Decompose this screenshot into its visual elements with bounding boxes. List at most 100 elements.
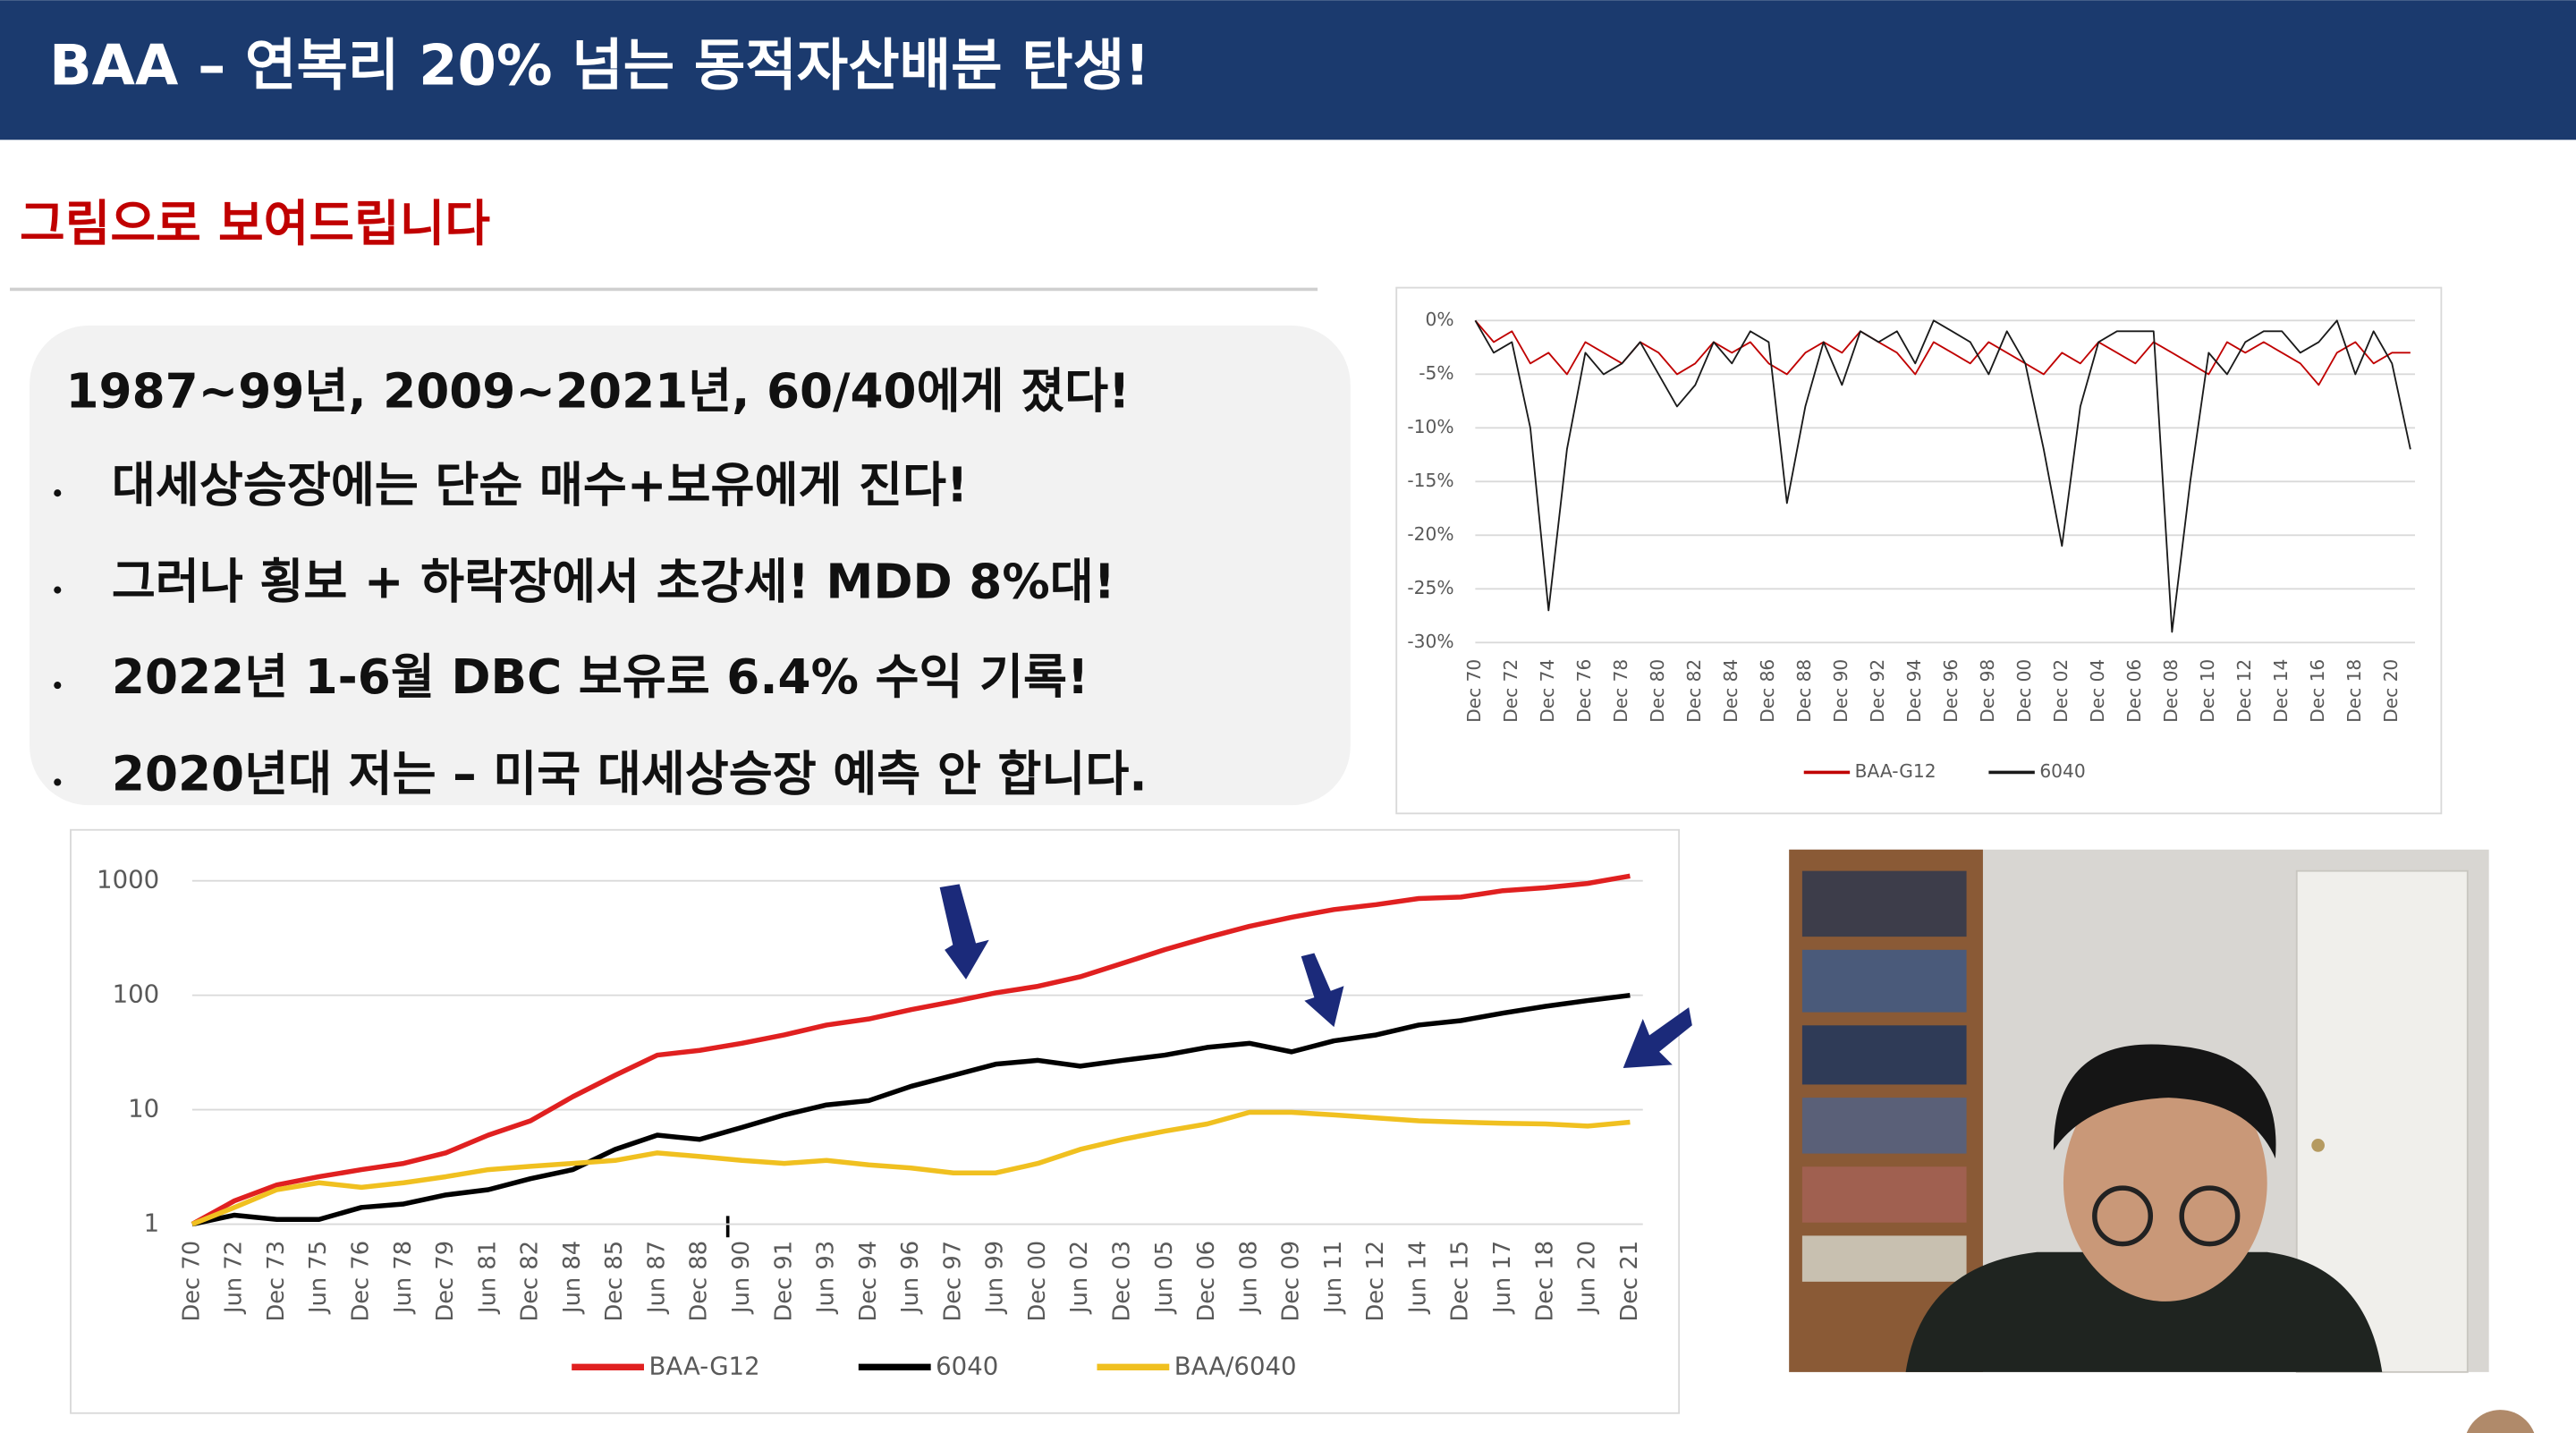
x-tick-label: Dec 10: [2197, 659, 2218, 723]
x-tick-label: Dec 88: [1793, 659, 1815, 723]
x-tick-label: Jun 99: [982, 1241, 1009, 1315]
y-tick-label: -5%: [1419, 362, 1453, 384]
person-body: [1905, 1251, 2383, 1372]
legend-label: 6040: [2039, 760, 2085, 782]
x-tick-label: Dec 76: [1573, 659, 1595, 723]
x-tick-label: Dec 00: [2013, 659, 2035, 723]
webcam: [1789, 849, 2489, 1373]
x-tick-label: Dec 12: [2233, 659, 2255, 723]
annotation-arrows: [939, 884, 1692, 1069]
x-tick-label: Dec 18: [1531, 1241, 1558, 1322]
x-tick-label: Jun 02: [1066, 1241, 1093, 1315]
x-tick-label: Dec 02: [2050, 659, 2072, 723]
x-tick-label: Jun 96: [897, 1241, 924, 1315]
x-tick-label: Dec 03: [1109, 1241, 1136, 1322]
person-hair: [2053, 1044, 2276, 1159]
x-tick-label: Jun 05: [1151, 1241, 1178, 1315]
x-tick-label: Dec 94: [855, 1241, 882, 1322]
x-tick-label: Dec 14: [2270, 659, 2292, 723]
bullet: 그러나 횡보 + 하락장에서 초강세! MDD 8%대!: [112, 555, 1115, 610]
data-line: [1474, 319, 2411, 633]
x-tick-label: Dec 80: [1647, 659, 1668, 723]
x-tick-label: Jun 75: [305, 1241, 332, 1315]
x-tick-label: Jun 81: [474, 1241, 501, 1315]
x-tick-label: Dec 90: [1830, 659, 1852, 723]
subtitle: 그림으로 보여드립니다: [20, 195, 490, 252]
glasses: [2092, 1185, 2154, 1247]
bullet-dot: [54, 778, 62, 786]
y-tick-label: 0%: [1425, 309, 1453, 330]
arrow: [939, 884, 989, 979]
x-tick-label: Dec 04: [2087, 659, 2108, 723]
x-tick-label: Dec 82: [1683, 659, 1705, 723]
y-tick-label: -20%: [1407, 523, 1453, 545]
x-tick-label: Dec 85: [601, 1241, 628, 1322]
y-tick-label: 100: [113, 980, 160, 1009]
x-tick-label: Dec 12: [1362, 1241, 1389, 1322]
legend-label: BAA-G12: [1855, 760, 1936, 782]
header-bar: [0, 0, 2576, 140]
x-tick-label: Jun 11: [1320, 1241, 1347, 1315]
y-tick-label: 10: [128, 1095, 159, 1124]
header-title: BAA – 연복리 20% 넘는 동적자산배분 탄생!: [49, 32, 1150, 98]
x-tick-label: Dec 06: [2123, 659, 2145, 723]
x-tick-label: Jun 72: [221, 1241, 248, 1315]
x-tick-label: Jun 08: [1235, 1241, 1262, 1315]
x-tick-label: Dec 94: [1903, 659, 1925, 723]
bullet-dot: [54, 586, 62, 594]
x-tick-label: Jun 93: [813, 1241, 840, 1315]
y-tick-label: 1000: [97, 866, 159, 895]
books: [1801, 870, 1967, 937]
x-tick-label: Dec 76: [348, 1241, 375, 1322]
x-tick-label: Dec 74: [1537, 659, 1558, 723]
x-tick-label: Dec 79: [432, 1241, 459, 1322]
x-tick-label: Dec 96: [1940, 659, 1962, 723]
callout-heading: 1987~99년, 2009~2021년, 60/40에게 졌다!: [65, 364, 1130, 420]
bullet: 대세상승장에는 단순 매수+보유에게 진다!: [112, 457, 968, 513]
x-tick-label: Dec 86: [1757, 659, 1778, 723]
bullet-dot: [54, 489, 62, 497]
chart-frame: [1395, 286, 2443, 815]
x-tick-label: Dec 72: [1500, 659, 1521, 723]
x-tick-label: Jun 78: [390, 1241, 417, 1315]
x-tick-label: Dec 78: [1610, 659, 1631, 723]
door: [2295, 869, 2469, 1373]
x-tick-label: Dec 82: [517, 1241, 544, 1322]
books: [1801, 949, 1967, 1013]
books: [1801, 1098, 1967, 1154]
bullet: 2022년 1-6월 DBC 보유로 6.4% 수익 기록!: [112, 649, 1089, 705]
x-tick-label: Dec 06: [1193, 1241, 1220, 1322]
x-tick-label: Dec 97: [939, 1241, 966, 1322]
arrow: [1301, 953, 1344, 1028]
x-tick-label: Dec 21: [1616, 1241, 1643, 1322]
x-tick-label: Dec 00: [1024, 1241, 1051, 1322]
x-tick-label: Dec 18: [2343, 659, 2365, 723]
x-tick-label: Dec 16: [2307, 659, 2328, 723]
legend-label: 6040: [936, 1352, 998, 1380]
x-tick-label: Jun 17: [1489, 1241, 1516, 1315]
bullet: 2020년대 저는 – 미국 대세상승장 예측 안 합니다.: [112, 747, 1148, 802]
x-tick-label: Dec 88: [686, 1241, 713, 1322]
data-line: [191, 1109, 1631, 1227]
legend-label: BAA-G12: [649, 1352, 760, 1380]
door-knob: [2311, 1139, 2325, 1152]
x-tick-label: Dec 91: [770, 1241, 797, 1322]
x-tick-label: Jun 20: [1574, 1241, 1601, 1315]
x-tick-label: Jun 87: [643, 1241, 670, 1315]
callout-box: [30, 325, 1351, 806]
x-tick-label: Dec 70: [1463, 659, 1485, 723]
y-tick-label: -30%: [1407, 631, 1453, 652]
y-tick-label: -15%: [1407, 470, 1453, 491]
x-tick-label: Jun 14: [1404, 1241, 1431, 1315]
x-tick-label: Dec 98: [1977, 659, 1998, 723]
x-tick-label: Dec 15: [1447, 1241, 1474, 1322]
legend-label: BAA/6040: [1174, 1352, 1297, 1380]
x-tick-label: Jun 90: [728, 1241, 755, 1315]
x-tick-label: Dec 08: [2160, 659, 2182, 723]
books: [1801, 1166, 1967, 1223]
x-tick-label: Dec 70: [178, 1241, 205, 1322]
data-line: [191, 992, 1631, 1227]
x-tick-label: Dec 84: [1720, 659, 1741, 723]
bullet-dot: [54, 682, 62, 690]
